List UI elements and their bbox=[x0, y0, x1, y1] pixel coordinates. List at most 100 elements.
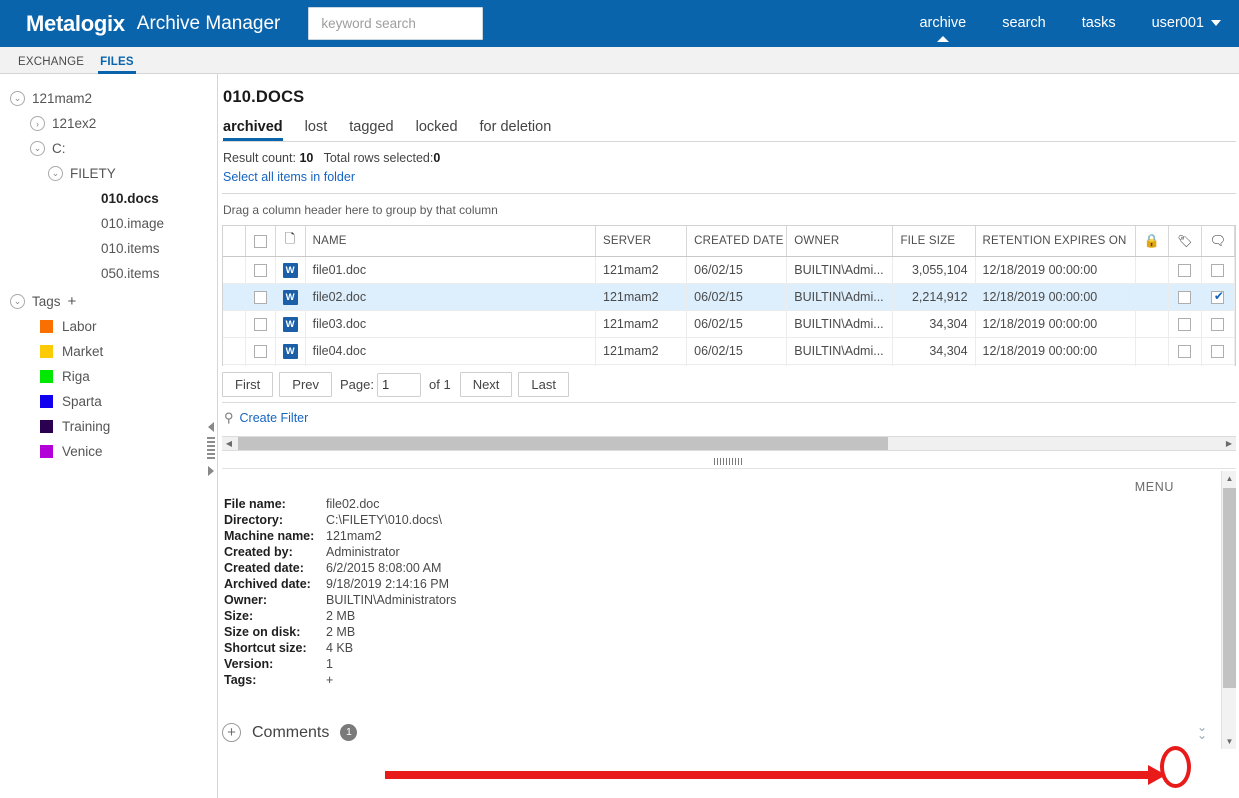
cell-tag[interactable] bbox=[1168, 256, 1202, 284]
scroll-up-arrow-icon[interactable]: ▲ bbox=[1225, 474, 1234, 483]
detail-scroll-thumb[interactable] bbox=[1223, 488, 1236, 688]
cell-comment[interactable] bbox=[1201, 337, 1235, 365]
group-by-dropzone[interactable]: Drag a column header here to group by th… bbox=[223, 203, 498, 217]
tree-node-tags[interactable]: ⌄ Tags + bbox=[0, 289, 204, 314]
nav-item-user-menu[interactable]: user001 bbox=[1152, 15, 1221, 33]
th-lock[interactable]: 🔒 bbox=[1135, 226, 1169, 257]
scroll-down-arrow-icon[interactable]: ▼ bbox=[1225, 737, 1234, 746]
th-retention-expires-on[interactable]: RETENTION EXPIRES ON bbox=[975, 226, 1136, 257]
table-row[interactable]: W file05.doc 121mam2 06/02/15 BUILTIN\Ad… bbox=[223, 364, 1235, 366]
tag-checkbox[interactable] bbox=[1178, 264, 1192, 278]
grid-horizontal-scrollbar[interactable]: ◀ ▶ bbox=[222, 436, 1236, 451]
tag-item-riga[interactable]: Riga bbox=[0, 364, 204, 389]
comment-checkbox[interactable] bbox=[1211, 264, 1225, 278]
create-filter-link[interactable]: Create Filter bbox=[239, 411, 309, 425]
detail-vertical-scrollbar[interactable]: ▲ ▼ bbox=[1221, 471, 1236, 749]
view-tab-tagged[interactable]: tagged bbox=[349, 119, 394, 135]
th-created-date[interactable]: CREATED DATE bbox=[686, 226, 788, 257]
row-checkbox[interactable] bbox=[253, 318, 267, 332]
tag-checkbox[interactable] bbox=[1178, 291, 1192, 305]
tree-node-121mam2[interactable]: ⌄ 121mam2 bbox=[0, 86, 204, 111]
page-number-input[interactable] bbox=[377, 372, 421, 397]
splitter-grip[interactable] bbox=[713, 458, 744, 465]
tree-node-010-image[interactable]: 010.image bbox=[0, 211, 204, 236]
tab-exchange[interactable]: EXCHANGE bbox=[18, 56, 85, 68]
tab-files[interactable]: FILES bbox=[92, 56, 142, 74]
cell-name[interactable]: file01.doc bbox=[305, 256, 597, 284]
table-row[interactable]: W file04.doc 121mam2 06/02/15 BUILTIN\Ad… bbox=[223, 337, 1235, 365]
cell-comment[interactable] bbox=[1201, 283, 1235, 311]
nav-item-tasks[interactable]: tasks bbox=[1082, 15, 1116, 33]
cell-name[interactable]: file03.doc bbox=[305, 310, 597, 338]
select-all-items-link[interactable]: Select all items in folder bbox=[223, 170, 356, 184]
cell-tag[interactable] bbox=[1168, 283, 1202, 311]
tree-node-121ex2[interactable]: › 121ex2 bbox=[0, 111, 204, 136]
search-box[interactable] bbox=[308, 7, 484, 40]
select-all-checkbox[interactable] bbox=[253, 234, 267, 248]
row-select-cell[interactable] bbox=[245, 337, 276, 365]
row-checkbox[interactable] bbox=[253, 264, 267, 278]
comment-checkbox[interactable] bbox=[1211, 345, 1225, 359]
row-checkbox[interactable] bbox=[253, 291, 267, 305]
row-select-cell[interactable] bbox=[245, 364, 276, 366]
row-select-cell[interactable] bbox=[245, 283, 276, 311]
splitter-grip[interactable] bbox=[207, 437, 215, 459]
cell-name[interactable]: file05.doc bbox=[305, 364, 597, 366]
scroll-right-arrow-icon[interactable]: ▶ bbox=[1225, 439, 1233, 448]
tag-item-venice[interactable]: Venice bbox=[0, 439, 204, 464]
view-tab-lost[interactable]: lost bbox=[304, 119, 328, 135]
add-tag-icon[interactable]: + bbox=[67, 293, 77, 310]
tree-node-010-items[interactable]: 010.items bbox=[0, 236, 204, 261]
tag-item-market[interactable]: Market bbox=[0, 339, 204, 364]
tag-item-training[interactable]: Training bbox=[0, 414, 204, 439]
nav-item-archive[interactable]: archive bbox=[919, 15, 966, 33]
tree-node-010-docs[interactable]: 010.docs bbox=[0, 186, 204, 211]
row-select-cell[interactable] bbox=[245, 256, 276, 284]
comment-checkbox[interactable] bbox=[1211, 318, 1225, 332]
horizontal-splitter[interactable] bbox=[218, 455, 1239, 468]
collapsed-node-icon[interactable]: › bbox=[30, 116, 45, 131]
view-tab-archived[interactable]: archived bbox=[223, 119, 283, 141]
cell-comment[interactable] bbox=[1201, 310, 1235, 338]
tree-node-c-drive[interactable]: ⌄ C: bbox=[0, 136, 204, 161]
expanded-node-icon[interactable]: ⌄ bbox=[10, 294, 25, 309]
th-tag[interactable]: 🏷 bbox=[1168, 226, 1202, 257]
view-tab-locked[interactable]: locked bbox=[415, 119, 458, 135]
next-page-button[interactable]: Next bbox=[459, 372, 513, 397]
tag-item-labor[interactable]: Labor bbox=[0, 314, 204, 339]
th-select-all-checkbox[interactable] bbox=[245, 226, 276, 257]
nav-item-search[interactable]: search bbox=[1002, 15, 1046, 33]
comment-checkbox[interactable] bbox=[1211, 288, 1225, 305]
hscroll-thumb[interactable] bbox=[238, 437, 888, 450]
tag-checkbox[interactable] bbox=[1178, 345, 1192, 359]
first-page-button[interactable]: First bbox=[222, 372, 274, 397]
prev-page-button[interactable]: Prev bbox=[279, 372, 333, 397]
th-server[interactable]: SERVER bbox=[595, 226, 688, 257]
tree-node-filety[interactable]: ⌄ FILETY bbox=[0, 161, 204, 186]
tree-node-050-items[interactable]: 050.items bbox=[0, 261, 204, 286]
th-file-size[interactable]: FILE SIZE bbox=[892, 226, 976, 257]
table-row[interactable]: W file01.doc 121mam2 06/02/15 BUILTIN\Ad… bbox=[223, 256, 1235, 284]
expand-left-arrow-icon[interactable] bbox=[208, 466, 214, 476]
add-comment-icon[interactable]: + bbox=[222, 723, 241, 742]
detail-menu-button[interactable]: MENU bbox=[1134, 480, 1174, 494]
cell-tag[interactable] bbox=[1168, 310, 1202, 338]
cell-comment[interactable] bbox=[1201, 364, 1235, 366]
last-page-button[interactable]: Last bbox=[518, 372, 569, 397]
cell-name[interactable]: file04.doc bbox=[305, 337, 597, 365]
view-tab-for-deletion[interactable]: for deletion bbox=[479, 119, 552, 135]
th-owner[interactable]: OWNER bbox=[786, 226, 894, 257]
tag-item-sparta[interactable]: Sparta bbox=[0, 389, 204, 414]
cell-tag[interactable] bbox=[1168, 364, 1202, 366]
hscroll-track[interactable] bbox=[236, 436, 1222, 451]
expanded-node-icon[interactable]: ⌄ bbox=[30, 141, 45, 156]
add-tag-button[interactable]: + bbox=[326, 673, 334, 687]
cell-tag[interactable] bbox=[1168, 337, 1202, 365]
table-row[interactable]: W file03.doc 121mam2 06/02/15 BUILTIN\Ad… bbox=[223, 310, 1235, 338]
vertical-splitter[interactable] bbox=[204, 74, 218, 798]
th-name[interactable]: NAME bbox=[305, 226, 597, 257]
row-select-cell[interactable] bbox=[245, 310, 276, 338]
scroll-left-arrow-icon[interactable]: ◀ bbox=[225, 439, 233, 448]
cell-name[interactable]: file02.doc bbox=[305, 283, 597, 311]
table-row[interactable]: W file02.doc 121mam2 06/02/15 BUILTIN\Ad… bbox=[223, 283, 1235, 311]
